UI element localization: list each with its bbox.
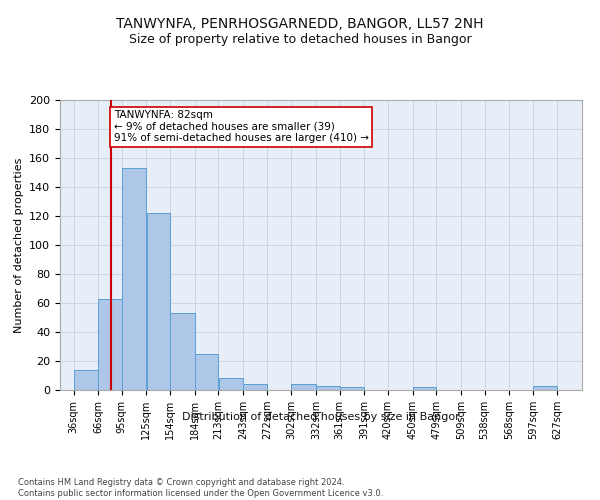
Bar xyxy=(292,384,316,390)
Text: TANWYNFA, PENRHOSGARNEDD, BANGOR, LL57 2NH: TANWYNFA, PENRHOSGARNEDD, BANGOR, LL57 2… xyxy=(116,18,484,32)
Bar xyxy=(170,313,194,390)
Bar xyxy=(122,168,146,390)
Bar xyxy=(533,386,557,390)
Bar xyxy=(413,387,436,390)
Text: TANWYNFA: 82sqm
← 9% of detached houses are smaller (39)
91% of semi-detached ho: TANWYNFA: 82sqm ← 9% of detached houses … xyxy=(113,110,368,144)
Text: Distribution of detached houses by size in Bangor: Distribution of detached houses by size … xyxy=(182,412,460,422)
Text: Size of property relative to detached houses in Bangor: Size of property relative to detached ho… xyxy=(128,32,472,46)
Bar xyxy=(316,386,340,390)
Bar xyxy=(195,354,218,390)
Bar xyxy=(243,384,266,390)
Bar xyxy=(218,378,243,390)
Bar xyxy=(74,370,98,390)
Bar xyxy=(98,298,122,390)
Text: Contains HM Land Registry data © Crown copyright and database right 2024.
Contai: Contains HM Land Registry data © Crown c… xyxy=(18,478,383,498)
Bar xyxy=(340,387,364,390)
Bar xyxy=(146,213,170,390)
Y-axis label: Number of detached properties: Number of detached properties xyxy=(14,158,23,332)
